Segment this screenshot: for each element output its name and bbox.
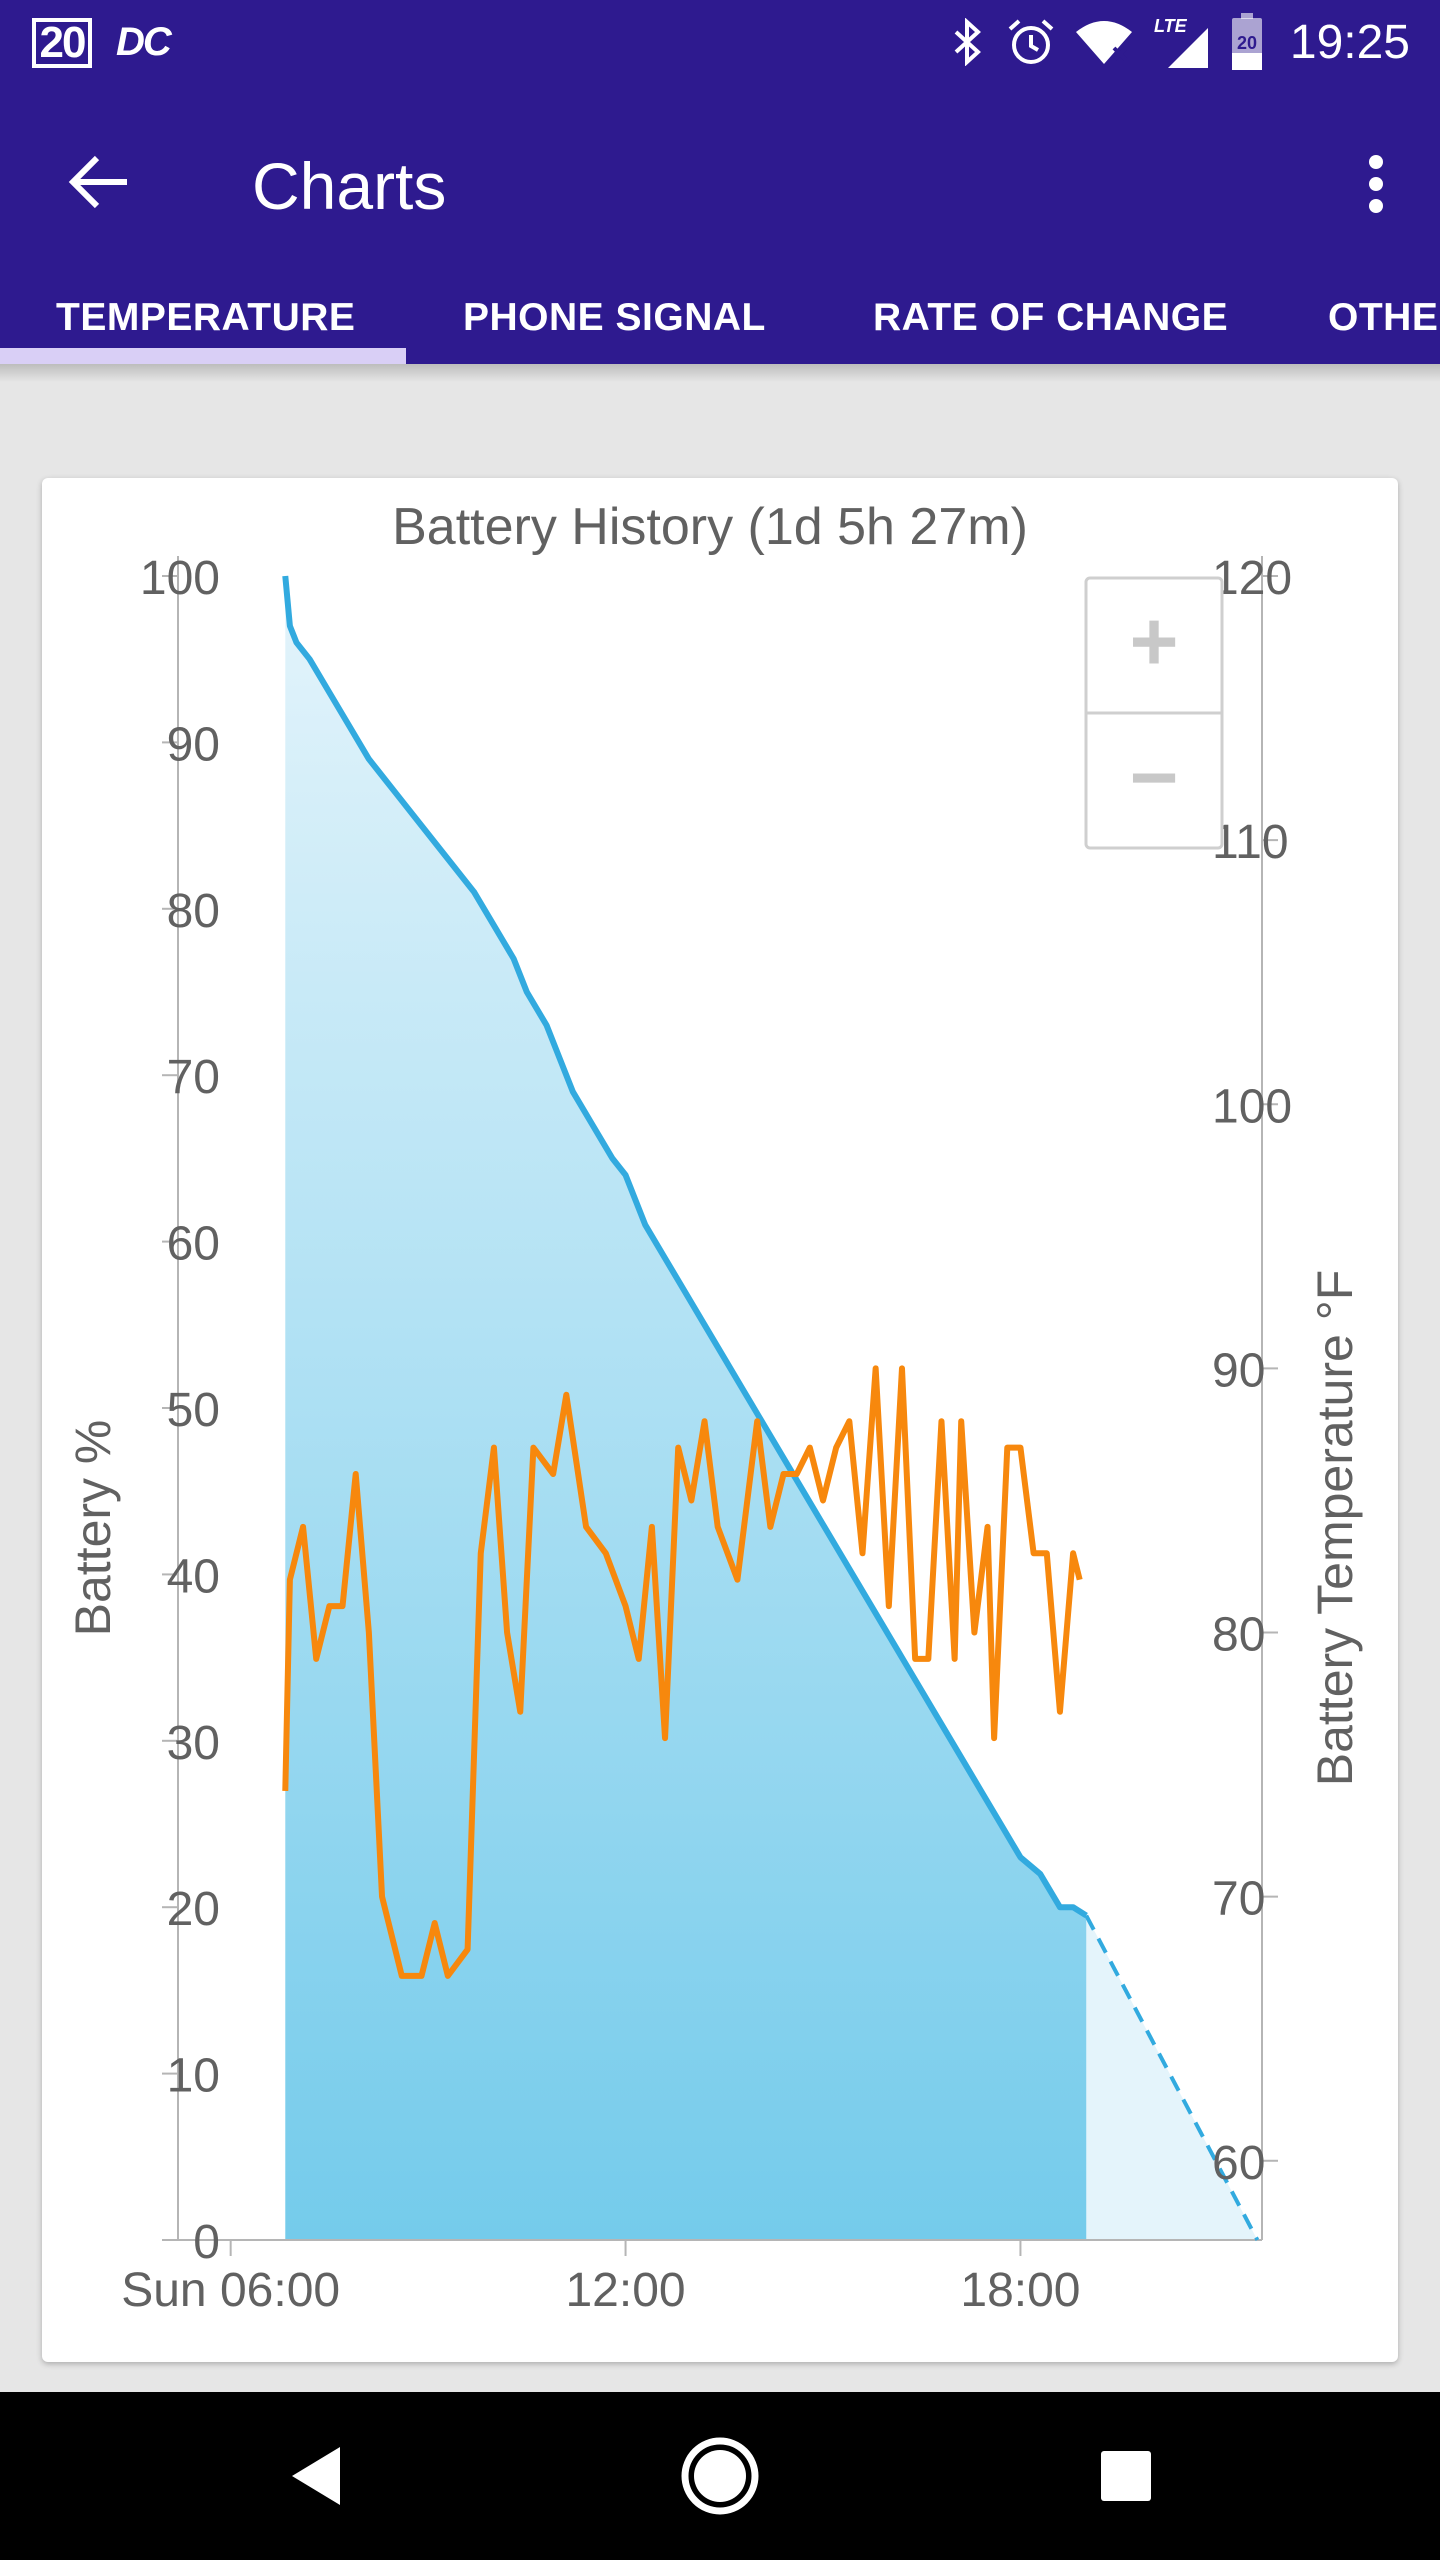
y2-axis-label: Battery Temperature °F: [1307, 1270, 1363, 1787]
projected-battery-line: [1084, 1914, 1260, 2241]
tab-other[interactable]: OTHER: [1328, 296, 1440, 339]
wifi-icon: [1074, 18, 1134, 66]
battery-line: [282, 575, 1088, 1919]
chart-labels: 0 10 20 30 40 50 60 70 80 90 100 60 70 80 90 100 110 120 S…: [121, 552, 1292, 2317]
zoom-out-icon: −: [1129, 730, 1178, 824]
alarm-icon: [1006, 17, 1056, 67]
zoom-in-button[interactable]: +: [1088, 580, 1220, 711]
temperature-line: [282, 1365, 1083, 1979]
nav-home-button[interactable]: [640, 2392, 800, 2560]
y-axis-label: Battery %: [65, 1420, 121, 1637]
y-tick-label: 100: [140, 552, 220, 605]
clock: 19:25: [1289, 15, 1410, 69]
status-icons: LTE 20 19:25: [948, 0, 1410, 84]
battery-area: [285, 576, 1087, 2240]
y-tick-label: 20: [167, 1883, 220, 1936]
zoom-out-button[interactable]: −: [1088, 715, 1220, 846]
y-tick-label: 30: [167, 1717, 220, 1770]
y-tick-label: 70: [167, 1051, 220, 1104]
x-tick-label: 12:00: [565, 2264, 685, 2317]
y-tick-label: 60: [167, 1218, 220, 1271]
tab-bar: TEMPERATURE PHONE SIGNAL RATE OF CHANGE …: [0, 280, 1440, 364]
battery-icon: 20: [1230, 13, 1264, 71]
bluetooth-icon: [948, 18, 988, 66]
signal-icon: LTE: [1152, 14, 1212, 70]
nav-back-icon: [292, 2447, 340, 2505]
y-tick-label: 40: [167, 1550, 220, 1603]
zoom-in-icon: +: [1129, 594, 1178, 688]
tab-rate-of-change[interactable]: RATE OF CHANGE: [873, 296, 1229, 339]
y2-tick-label: 90: [1212, 1344, 1265, 1397]
nav-home-icon: [681, 2437, 759, 2515]
x-tick-label: 18:00: [960, 2264, 1080, 2317]
nav-back-button[interactable]: [236, 2392, 396, 2560]
app-bar: Charts TEMPERATURE PHONE SIGNAL RATE OF …: [0, 84, 1440, 364]
y2-tick-label: 110: [1212, 816, 1289, 869]
chart-axes: [162, 556, 1278, 2256]
calendar-date-badge: 20: [32, 18, 92, 68]
status-bar: 20 DC LTE 20 19:25: [0, 0, 1440, 84]
zoom-control: + −: [1084, 576, 1224, 850]
battery-history-chart[interactable]: 0 10 20 30 40 50 60 70 80 90 100 60 70 80 90 100 110 120 S…: [42, 478, 1398, 2362]
page-title: Charts: [252, 149, 447, 223]
nav-recents-icon: [1101, 2451, 1151, 2501]
selected-tab-indicator: [0, 348, 406, 364]
navigation-bar: [0, 2392, 1440, 2560]
y2-tick-label: 120: [1212, 552, 1292, 605]
y-tick-label: 0: [193, 2216, 220, 2269]
y2-tick-label: 80: [1212, 1609, 1265, 1662]
carrier-icon: DC: [116, 20, 172, 64]
back-button[interactable]: [60, 144, 136, 220]
y-tick-label: 10: [167, 2050, 220, 2103]
chart-title: Battery History (1d 5h 27m): [392, 498, 1028, 556]
overflow-menu-button[interactable]: [1352, 144, 1400, 224]
y-tick-label: 80: [167, 885, 220, 938]
battery-level-text: 20: [1237, 33, 1257, 53]
y-tick-label: 90: [167, 718, 220, 771]
nav-recents-button[interactable]: [1046, 2392, 1206, 2560]
tab-bar-shadow: [0, 364, 1440, 382]
y2-tick-label: 100: [1212, 1080, 1292, 1133]
y2-tick-label: 70: [1212, 1873, 1265, 1926]
more-vert-icon: [1369, 155, 1383, 213]
chart-lines: [282, 575, 1260, 2241]
y-tick-label: 50: [167, 1384, 220, 1437]
tab-temperature[interactable]: TEMPERATURE: [56, 296, 356, 339]
network-type-label: LTE: [1154, 16, 1188, 36]
arrow-back-icon: [68, 155, 127, 209]
chart-card: 0 10 20 30 40 50 60 70 80 90 100 60 70 80 90 100 110 120 S…: [42, 478, 1398, 2362]
y2-tick-label: 60: [1212, 2137, 1265, 2190]
x-tick-label: Sun 06:00: [121, 2264, 340, 2317]
tab-phone-signal[interactable]: PHONE SIGNAL: [463, 296, 766, 339]
